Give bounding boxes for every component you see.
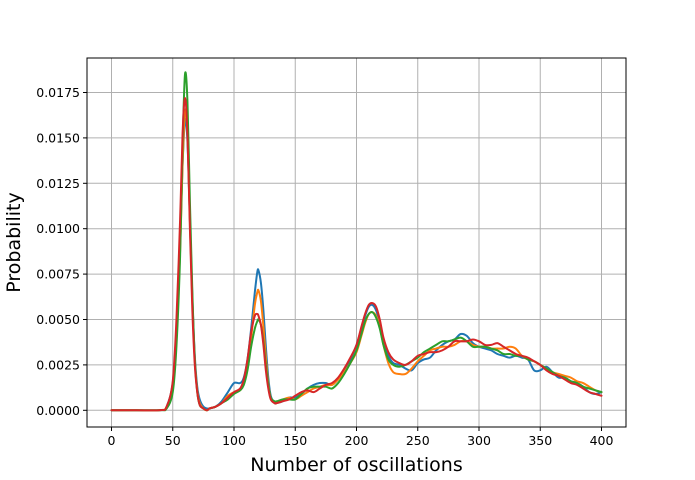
axis-ticks: 0 50 100 150 200 250 300 350 400 0.0000 0.0025 0.00… (36, 85, 613, 448)
x-tick-label: 150 (283, 433, 307, 448)
y-tick-label: 0.0125 (36, 176, 80, 191)
y-tick-label: 0.0175 (36, 85, 80, 100)
series-line-4 (110, 96, 603, 412)
y-tick-label: 0.0000 (36, 403, 80, 418)
y-tick-label: 0.0050 (36, 312, 80, 327)
x-tick-label: 250 (406, 433, 430, 448)
x-tick-label: 350 (528, 433, 552, 448)
x-tick-label: 200 (345, 433, 369, 448)
y-tick-label: 0.0075 (36, 267, 80, 282)
series-lines (110, 71, 603, 412)
y-axis-label: Probability (3, 192, 25, 292)
x-tick-label: 0 (108, 433, 116, 448)
y-tick-label: 0.0100 (36, 221, 80, 236)
y-tick-label: 0.0025 (36, 357, 80, 372)
x-tick-label: 100 (222, 433, 246, 448)
x-axis-label: Number of oscillations (250, 454, 462, 476)
x-tick-label: 300 (467, 433, 491, 448)
x-tick-label: 400 (590, 433, 614, 448)
x-tick-label: 50 (165, 433, 181, 448)
y-tick-label: 0.0150 (36, 130, 80, 145)
